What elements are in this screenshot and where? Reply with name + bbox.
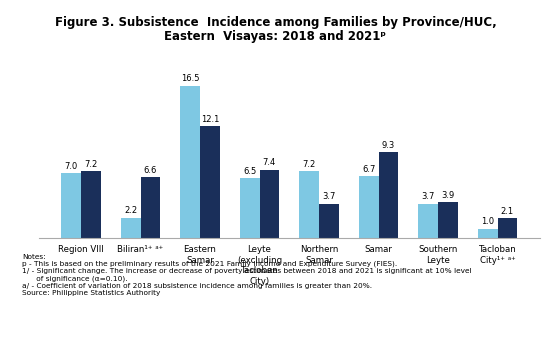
Text: 3.7: 3.7 bbox=[322, 192, 336, 201]
Bar bbox=[200, 126, 220, 238]
Text: Eastern  Visayas: 2018 and 2021ᵖ: Eastern Visayas: 2018 and 2021ᵖ bbox=[165, 30, 386, 43]
Text: 7.4: 7.4 bbox=[263, 158, 276, 167]
Bar bbox=[418, 204, 438, 238]
Text: 2.2: 2.2 bbox=[124, 206, 137, 215]
Bar bbox=[319, 204, 339, 238]
Bar bbox=[121, 218, 141, 238]
Bar bbox=[180, 86, 200, 238]
Bar bbox=[438, 202, 458, 238]
Text: 6.5: 6.5 bbox=[243, 166, 256, 175]
Text: 1.0: 1.0 bbox=[481, 217, 494, 226]
Text: 3.9: 3.9 bbox=[441, 191, 455, 200]
Bar bbox=[141, 177, 160, 238]
Bar bbox=[359, 176, 379, 238]
Bar bbox=[498, 218, 517, 238]
Text: 7.2: 7.2 bbox=[302, 160, 316, 169]
Text: 9.3: 9.3 bbox=[382, 141, 395, 150]
Text: 16.5: 16.5 bbox=[181, 74, 199, 83]
Text: 2.1: 2.1 bbox=[501, 207, 514, 216]
Bar bbox=[240, 178, 260, 238]
Bar bbox=[61, 173, 81, 238]
Text: 6.6: 6.6 bbox=[144, 166, 157, 175]
Text: Figure 3. Subsistence  Incidence among Families by Province/HUC,: Figure 3. Subsistence Incidence among Fa… bbox=[55, 16, 496, 29]
Bar bbox=[478, 229, 498, 238]
Bar bbox=[260, 170, 279, 238]
Bar bbox=[81, 171, 101, 238]
Text: 7.2: 7.2 bbox=[84, 160, 98, 169]
Bar bbox=[379, 152, 398, 238]
Text: 3.7: 3.7 bbox=[422, 192, 435, 201]
Bar bbox=[299, 171, 319, 238]
Text: Notes:
p - This is based on the preliminary results of the 2021 Family Income an: Notes: p - This is based on the prelimin… bbox=[22, 254, 472, 296]
Text: 12.1: 12.1 bbox=[201, 115, 219, 124]
Text: 6.7: 6.7 bbox=[362, 165, 375, 174]
Text: 7.0: 7.0 bbox=[64, 162, 78, 171]
